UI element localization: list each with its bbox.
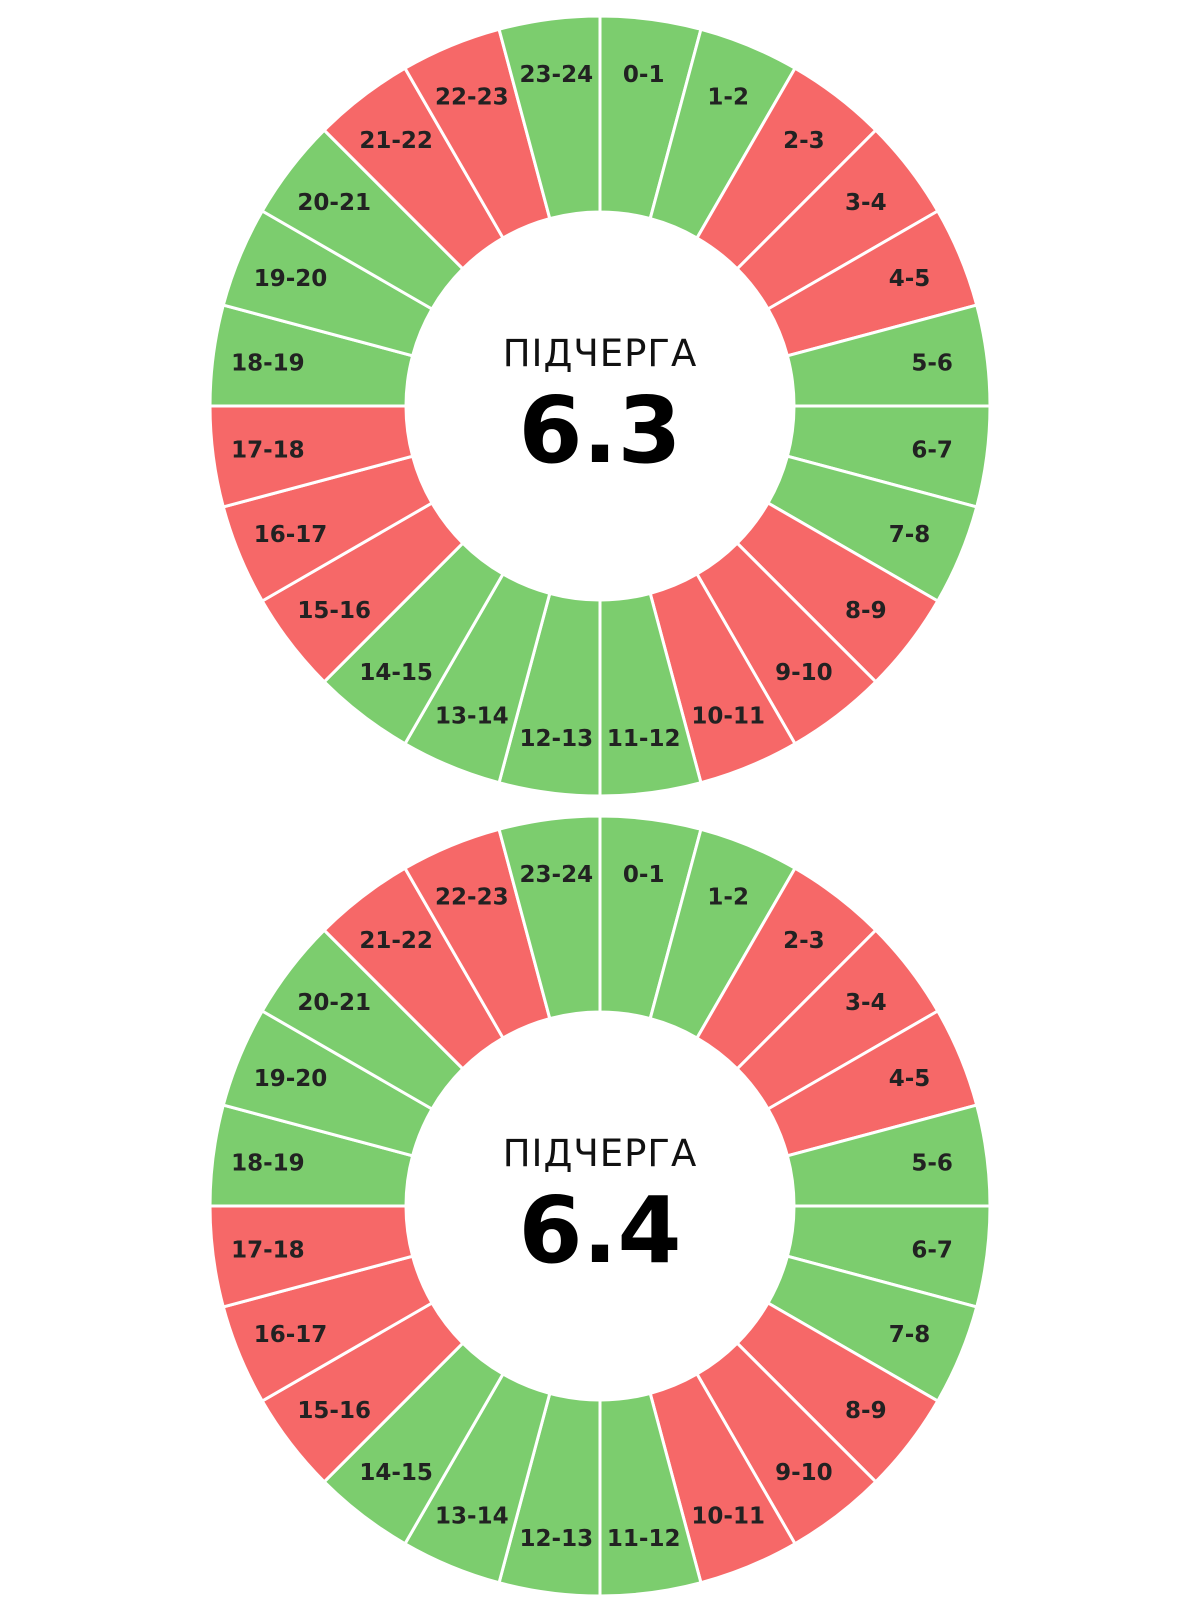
hour-label-2-3: 2-3 [783,928,825,954]
hour-label-18-19: 18-19 [231,350,305,376]
hour-label-23-24: 23-24 [520,862,594,888]
subqueue-caption: ПІДЧЕРГА [503,1132,698,1175]
hour-label-1-2: 1-2 [707,885,749,911]
subqueue-number: 6.4 [519,1177,682,1284]
hour-label-5-6: 5-6 [911,350,953,376]
hour-label-16-17: 16-17 [254,522,328,548]
hour-label-14-15: 14-15 [359,1460,433,1486]
hour-label-14-15: 14-15 [359,660,433,686]
subqueue-caption: ПІДЧЕРГА [503,332,698,375]
hour-segment-23-24 [497,814,602,1021]
hour-label-2-3: 2-3 [783,128,825,154]
schedule-wheel-2-graphic: 0-1 1-2 2-3 3-4 4-5 5-6 6-7 7-8 8-9 9-10 10-11 11-1… [208,814,992,1598]
hour-label-20-21: 20-21 [297,990,371,1016]
hour-label-21-22: 21-22 [359,128,433,154]
hour-label-19-20: 19-20 [254,1066,328,1092]
hour-label-22-23: 22-23 [435,85,509,111]
hour-segment-23-24 [497,14,602,221]
hour-label-0-1: 0-1 [623,62,665,88]
hour-label-18-19: 18-19 [231,1150,305,1176]
hour-label-11-12: 11-12 [607,726,681,752]
hour-label-1-2: 1-2 [707,85,749,111]
hour-label-3-4: 3-4 [845,190,887,216]
hour-label-4-5: 4-5 [889,266,931,292]
hour-label-3-4: 3-4 [845,990,887,1016]
hour-label-9-10: 9-10 [775,660,833,686]
hour-label-22-23: 22-23 [435,885,509,911]
hour-label-4-5: 4-5 [889,1066,931,1092]
hour-label-21-22: 21-22 [359,928,433,954]
hour-label-9-10: 9-10 [775,1460,833,1486]
hour-label-10-11: 10-11 [691,1504,765,1530]
hour-label-17-18: 17-18 [231,1238,305,1264]
hour-label-6-7: 6-7 [911,1238,953,1264]
hour-label-0-1: 0-1 [623,862,665,888]
segments-group: 0-1 1-2 2-3 3-4 4-5 5-6 6-7 7-8 8-9 9-10 10-11 11-1… [208,14,992,798]
hour-label-13-14: 13-14 [435,1504,509,1530]
hour-label-15-16: 15-16 [297,598,371,624]
segments-group: 0-1 1-2 2-3 3-4 4-5 5-6 6-7 7-8 8-9 9-10 10-11 11-1… [208,814,992,1598]
center-disc [406,212,794,600]
hour-label-13-14: 13-14 [435,704,509,730]
hour-label-19-20: 19-20 [254,266,328,292]
hour-label-5-6: 5-6 [911,1150,953,1176]
hour-label-10-11: 10-11 [691,704,765,730]
hour-label-12-13: 12-13 [520,726,594,752]
hour-label-20-21: 20-21 [297,190,371,216]
schedule-wheel-1: 0-1 1-2 2-3 3-4 4-5 5-6 6-7 7-8 8-9 9-10 10-11 11-1… [208,14,992,798]
hour-label-11-12: 11-12 [607,1526,681,1552]
hour-label-17-18: 17-18 [231,438,305,464]
schedule-wheel-2: 0-1 1-2 2-3 3-4 4-5 5-6 6-7 7-8 8-9 9-10 10-11 11-1… [0,800,1200,1600]
hour-label-6-7: 6-7 [911,438,953,464]
hour-label-7-8: 7-8 [889,522,931,548]
hour-label-8-9: 8-9 [845,598,887,624]
schedule-wheel-1-graphic: 0-1 1-2 2-3 3-4 4-5 5-6 6-7 7-8 8-9 9-10 10-11 11-1… [208,14,992,798]
hour-label-16-17: 16-17 [254,1322,328,1348]
hour-label-12-13: 12-13 [520,1526,594,1552]
hour-label-23-24: 23-24 [520,62,594,88]
hour-label-7-8: 7-8 [889,1322,931,1348]
hour-label-15-16: 15-16 [297,1398,371,1424]
center-disc [406,1012,794,1400]
hour-label-8-9: 8-9 [845,1398,887,1424]
subqueue-number: 6.3 [519,377,682,484]
